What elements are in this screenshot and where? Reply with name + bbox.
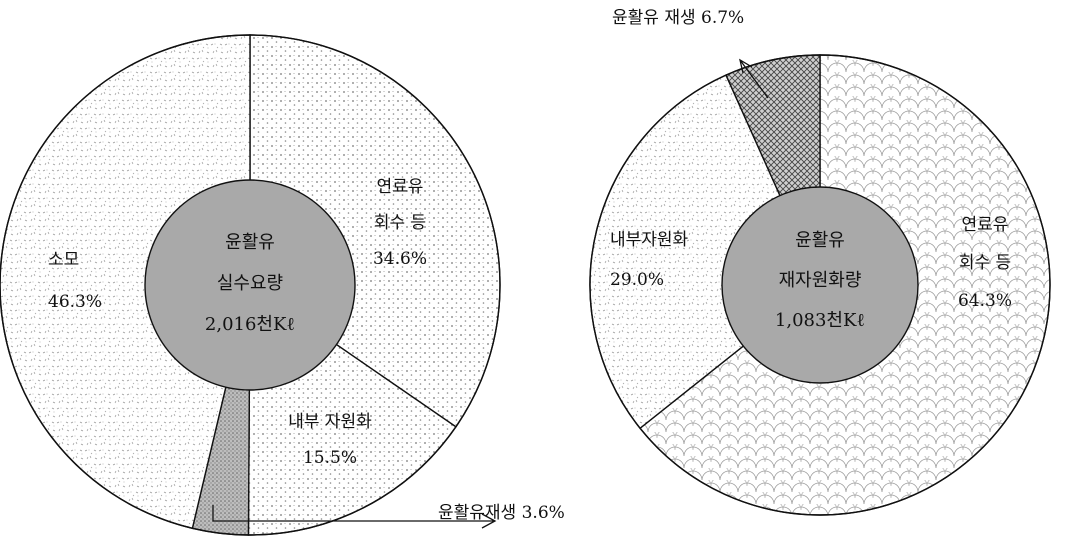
pie2-slice-3-label: 윤활유 재생 6.7%: [612, 8, 769, 99]
pie2-outline: [589, 54, 1051, 516]
pie2-center-label-line-1: 재자원화량: [779, 270, 862, 291]
pie2-slice-3-callout-arrow: [739, 58, 769, 99]
pie1-slice-2-label-line-1: 15.5%: [303, 448, 357, 468]
pie1-slice-4-label-line-1: 46.3%: [48, 292, 102, 312]
pie2-slice-2-label-line-0: 내부자원화: [610, 230, 689, 250]
pie1-center-disc: [144, 179, 356, 391]
pie1-slice-1-label-line-2: 34.6%: [373, 249, 427, 269]
pie1-slice-4-label-line-0: 소모: [48, 250, 79, 270]
pie2-center-label-line-0: 윤활유: [795, 230, 845, 251]
pie1-center-label-line-0: 윤활유: [225, 232, 275, 253]
pie2-slice-1-label-line-1: 회수 등: [959, 253, 1011, 273]
pie1-slice-3-callout-arrow: [212, 505, 497, 529]
pie2-slice-1-label-line-2: 64.3%: [958, 291, 1012, 311]
pie1-slice-4-label: 소모 46.3%: [48, 250, 102, 312]
pie1-slice-1-label-line-1: 회수 등: [374, 213, 426, 233]
pie1-outline: [0, 34, 501, 536]
pie2-center-label-line-2: 1,083천Kℓ: [775, 310, 865, 331]
pie1-center-label-line-2: 2,016천Kℓ: [205, 314, 295, 335]
pie2-slice-1-label-line-0: 연료유: [962, 215, 1009, 235]
pie2-center-disc: [721, 186, 919, 384]
pie2-slice-2-label-line-1: 29.0%: [610, 270, 664, 290]
pie1-center-label-line-1: 실수요량: [217, 273, 283, 294]
pie1-slice-3-label-line-0: 윤활유재생 3.6%: [438, 503, 565, 523]
pie2-slice-3-label-line-0: 윤활유 재생 6.7%: [612, 8, 744, 28]
pie1-slice-3-label: 윤활유재생 3.6%: [212, 503, 565, 529]
pie1-slice-2-label-line-0: 내부 자원화: [288, 412, 372, 432]
pie2-slice-2-label: 내부자원화 29.0%: [610, 230, 689, 290]
pie1-slice-1-label-line-0: 연료유: [377, 177, 424, 197]
pie1-slice-2-label: 내부 자원화 15.5%: [288, 412, 372, 468]
